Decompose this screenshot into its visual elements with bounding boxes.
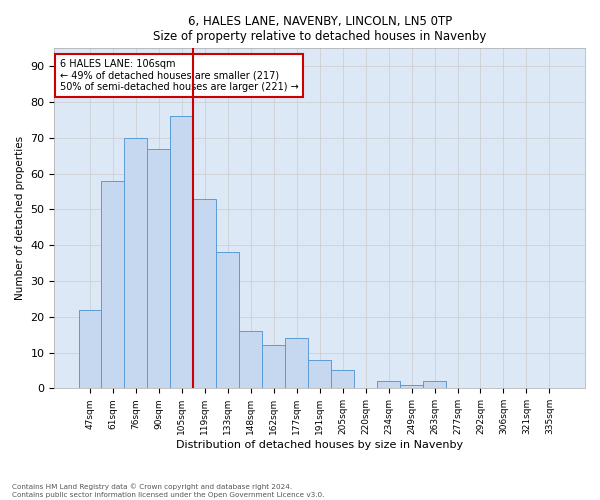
Title: 6, HALES LANE, NAVENBY, LINCOLN, LN5 0TP
Size of property relative to detached h: 6, HALES LANE, NAVENBY, LINCOLN, LN5 0TP… <box>153 15 487 43</box>
Text: Contains HM Land Registry data © Crown copyright and database right 2024.
Contai: Contains HM Land Registry data © Crown c… <box>12 484 325 498</box>
Bar <box>308 360 331 388</box>
Bar <box>423 381 446 388</box>
Bar <box>79 310 101 388</box>
Text: 6 HALES LANE: 106sqm
← 49% of detached houses are smaller (217)
50% of semi-deta: 6 HALES LANE: 106sqm ← 49% of detached h… <box>60 58 298 92</box>
Y-axis label: Number of detached properties: Number of detached properties <box>15 136 25 300</box>
Bar <box>170 116 193 388</box>
Bar <box>193 198 217 388</box>
Bar <box>239 331 262 388</box>
Bar <box>101 181 124 388</box>
Bar <box>285 338 308 388</box>
Bar <box>331 370 354 388</box>
Bar <box>148 148 170 388</box>
Bar <box>400 385 423 388</box>
Bar <box>262 346 285 389</box>
Bar <box>377 381 400 388</box>
Bar <box>124 138 148 388</box>
Bar <box>217 252 239 388</box>
X-axis label: Distribution of detached houses by size in Navenby: Distribution of detached houses by size … <box>176 440 463 450</box>
